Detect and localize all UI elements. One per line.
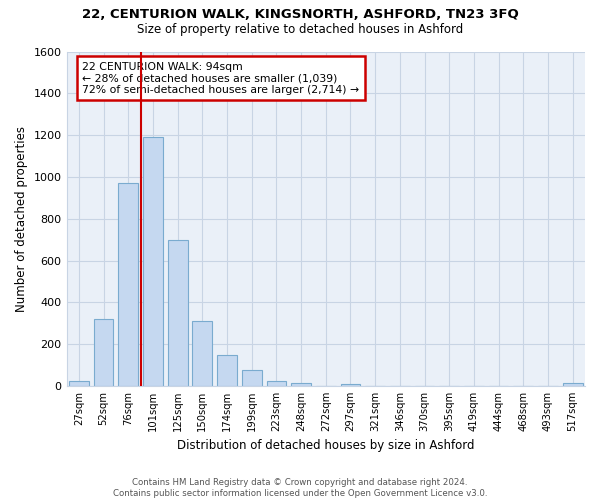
Bar: [168, 240, 188, 386]
Bar: [563, 383, 583, 386]
Bar: [341, 384, 361, 386]
Bar: [143, 137, 163, 386]
Bar: [94, 319, 113, 386]
X-axis label: Distribution of detached houses by size in Ashford: Distribution of detached houses by size …: [177, 440, 475, 452]
Y-axis label: Number of detached properties: Number of detached properties: [15, 126, 28, 312]
Text: Contains HM Land Registry data © Crown copyright and database right 2024.
Contai: Contains HM Land Registry data © Crown c…: [113, 478, 487, 498]
Text: Size of property relative to detached houses in Ashford: Size of property relative to detached ho…: [137, 22, 463, 36]
Bar: [266, 380, 286, 386]
Text: 22, CENTURION WALK, KINGSNORTH, ASHFORD, TN23 3FQ: 22, CENTURION WALK, KINGSNORTH, ASHFORD,…: [82, 8, 518, 20]
Bar: [118, 183, 138, 386]
Bar: [242, 370, 262, 386]
Bar: [193, 321, 212, 386]
Bar: [217, 354, 237, 386]
Bar: [291, 383, 311, 386]
Text: 22 CENTURION WALK: 94sqm
← 28% of detached houses are smaller (1,039)
72% of sem: 22 CENTURION WALK: 94sqm ← 28% of detach…: [82, 62, 359, 94]
Bar: [69, 380, 89, 386]
